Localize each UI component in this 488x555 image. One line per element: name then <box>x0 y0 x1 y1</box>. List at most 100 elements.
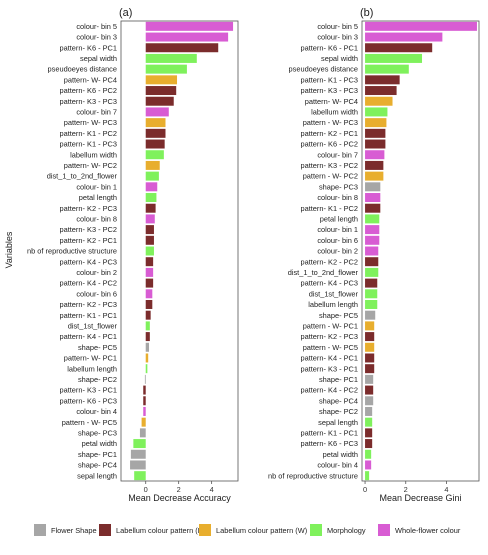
category-label-2-32: pattern- K3 - PC1 <box>300 364 358 373</box>
category-label-2-28: pattern - W- PC1 <box>303 321 358 330</box>
legend-label-shape: Flower Shape <box>51 526 97 535</box>
category-label-2-35: shape- PC4 <box>319 396 358 405</box>
x-tick-label-2-2: 4 <box>444 485 448 494</box>
legend-swatch-morph <box>310 524 322 536</box>
bar-2-23 <box>365 267 379 277</box>
category-label-1-6: pattern- K6 - PC2 <box>59 86 117 95</box>
category-label-2-6: pattern- K3 - PC3 <box>300 86 358 95</box>
category-label-2-14: pattern - W- PC2 <box>303 172 358 181</box>
category-label-1-12: labellum width <box>70 150 117 159</box>
category-label-2-38: pattern- K1 - PC1 <box>300 428 358 437</box>
bar-1-1 <box>145 32 229 42</box>
bar-2-32 <box>365 364 375 374</box>
bar-2-15 <box>365 182 381 192</box>
bar-2-17 <box>365 203 381 213</box>
bar-2-4 <box>365 64 409 74</box>
category-label-1-17: pattern- K2 - PC3 <box>59 204 117 213</box>
bar-1-6 <box>145 86 177 96</box>
legend-label-morph: Morphology <box>327 526 366 535</box>
legend-label-W: Labellum colour pattern (W) <box>216 526 307 535</box>
category-label-1-33: shape- PC2 <box>78 375 117 384</box>
category-label-2-0: colour- bin 5 <box>317 22 358 31</box>
category-label-2-30: pattern - W- PC5 <box>303 343 358 352</box>
bar-1-35 <box>143 396 146 406</box>
legend-swatch-shape <box>34 524 46 536</box>
bar-1-28 <box>145 321 150 331</box>
category-label-1-9: pattern- W- PC3 <box>64 118 117 127</box>
bar-1-27 <box>145 310 151 320</box>
bar-2-34 <box>365 385 374 395</box>
category-label-2-21: colour- bin 2 <box>317 247 358 256</box>
category-label-2-11: pattern- K6 - PC2 <box>300 140 358 149</box>
category-label-1-38: shape- PC3 <box>78 428 117 437</box>
category-label-1-20: pattern- K2 - PC1 <box>59 236 117 245</box>
bar-2-20 <box>365 235 380 245</box>
bar-1-33 <box>144 374 146 384</box>
bar-1-11 <box>145 139 165 149</box>
panel-label-1: (a) <box>119 7 132 19</box>
category-label-1-30: shape- PC5 <box>78 343 117 352</box>
bar-2-10 <box>365 128 386 138</box>
bar-1-10 <box>145 128 166 138</box>
bar-1-4 <box>145 64 187 74</box>
category-label-2-2: pattern- K6 - PC1 <box>300 43 358 52</box>
category-label-1-23: colour- bin 2 <box>76 268 117 277</box>
category-label-2-42: nb of reproductive structure <box>268 471 358 480</box>
bar-1-17 <box>145 203 156 213</box>
bar-1-39 <box>133 439 146 449</box>
category-label-1-16: petal length <box>79 193 117 202</box>
bar-1-7 <box>145 96 174 106</box>
bar-1-36 <box>143 406 146 416</box>
bar-1-26 <box>145 299 153 309</box>
legend-swatch-colour <box>378 524 390 536</box>
category-label-2-9: pattern - W- PC3 <box>303 118 358 127</box>
category-label-1-42: sepal length <box>77 471 117 480</box>
category-label-2-34: pattern- K4 - PC2 <box>300 386 358 395</box>
category-label-2-26: labellum length <box>308 300 358 309</box>
category-label-1-36: colour- bin 4 <box>76 407 117 416</box>
bar-2-11 <box>365 139 386 149</box>
bar-1-22 <box>145 257 154 267</box>
bar-2-22 <box>365 257 379 267</box>
category-label-2-1: colour- bin 3 <box>317 33 358 42</box>
legend-label-K: Labellum colour pattern (K) <box>116 526 205 535</box>
bar-1-30 <box>145 342 150 352</box>
bar-1-23 <box>145 267 154 277</box>
category-label-2-40: petal width <box>323 450 358 459</box>
category-label-1-18: colour- bin 8 <box>76 215 117 224</box>
bar-1-38 <box>139 428 146 438</box>
category-label-1-1: colour- bin 3 <box>76 33 117 42</box>
bar-2-8 <box>365 107 388 117</box>
category-label-2-17: pattern- K1 - PC2 <box>300 204 358 213</box>
category-label-1-39: petal width <box>82 439 117 448</box>
bar-2-38 <box>365 428 373 438</box>
category-label-1-40: shape- PC1 <box>78 450 117 459</box>
category-label-1-22: pattern- K4 - PC3 <box>59 257 117 266</box>
bar-2-26 <box>365 299 378 309</box>
category-label-1-0: colour- bin 5 <box>76 22 117 31</box>
bar-1-5 <box>145 75 178 85</box>
bar-1-41 <box>130 460 146 470</box>
panel-label-2: (b) <box>360 7 373 19</box>
category-label-2-12: colour- bin 7 <box>317 150 358 159</box>
bar-2-12 <box>365 150 385 160</box>
legend-label-colour: Whole-flower colour <box>395 526 461 535</box>
category-label-1-4: pseudoeyes distance <box>48 65 117 74</box>
bar-2-6 <box>365 86 397 96</box>
bar-2-14 <box>365 171 384 181</box>
bar-1-12 <box>145 150 164 160</box>
category-label-1-35: pattern- K6 - PC3 <box>59 396 117 405</box>
category-label-2-36: shape- PC2 <box>319 407 358 416</box>
bar-2-16 <box>365 193 381 203</box>
bar-1-9 <box>145 118 166 128</box>
bar-1-18 <box>145 214 155 224</box>
bar-2-18 <box>365 214 380 224</box>
bar-2-0 <box>365 21 477 31</box>
bar-1-2 <box>145 43 219 53</box>
bar-1-15 <box>145 182 158 192</box>
category-label-1-41: shape- PC4 <box>78 461 117 470</box>
plot-frame-2 <box>361 20 480 482</box>
panel-a: (a)colour- bin 5 colour- bin 3 pattern- K6… <box>27 7 239 503</box>
category-label-1-8: colour- bin 7 <box>76 108 117 117</box>
